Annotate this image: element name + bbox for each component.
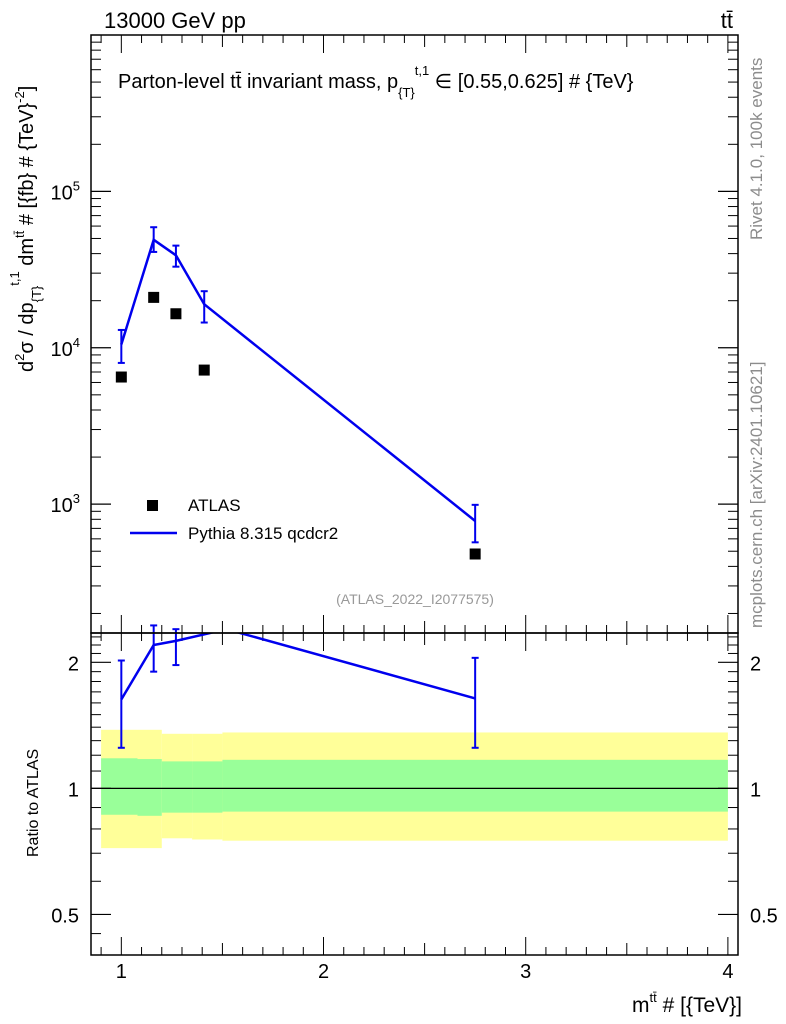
x-tick-label: 3	[520, 961, 531, 983]
atlas-data-point	[198, 364, 210, 376]
ratio-frame	[90, 632, 739, 956]
ratio-inner-band	[222, 759, 728, 812]
plot-title: Parton-level tt̄ invariant mass, p{T}t,1…	[118, 63, 634, 100]
x-tick-label: 1	[116, 961, 127, 983]
analysis-watermark: (ATLAS_2022_I2077575)	[336, 591, 494, 607]
main-y-tick-label: 105	[51, 178, 80, 204]
ratio-y-axis-label: Ratio to ATLAS	[25, 749, 42, 857]
ratio-y-tick-label: 2	[68, 653, 79, 675]
ratio-inner-band	[101, 758, 138, 815]
rivet-label: Rivet 4.1.0, 100k events	[747, 58, 766, 240]
ratio-uncertainty-bands	[101, 729, 728, 849]
ratio-y-tick-label: 0.5	[51, 905, 79, 927]
legend-pythia-label: Pythia 8.315 qcdcr2	[188, 524, 338, 543]
main-y-tick-label: 103	[51, 491, 80, 517]
ratio-y-tick-label: 1	[68, 779, 79, 801]
atlas-data-point	[170, 308, 182, 320]
ratio-y-tick-label-right: 2	[750, 653, 761, 675]
collision-label: 13000 GeV pp	[104, 8, 246, 33]
ratio-inner-band	[137, 759, 162, 816]
x-tick-label: 4	[722, 961, 733, 983]
legend: ATLAS Pythia 8.315 qcdcr2	[130, 496, 338, 543]
main-axis-ticks: 103 104 105	[51, 35, 738, 633]
atlas-data-point	[469, 548, 481, 560]
ratio-y-tick-label-right: 0.5	[750, 905, 778, 927]
ratio-inner-band	[192, 761, 223, 813]
atlas-data-point	[115, 371, 127, 383]
main-y-axis-label: d2σ / dp{T}t,1 dmtt̄ # [{fb} # {TeV}-2]	[7, 86, 44, 372]
main-data-marks	[115, 226, 481, 560]
mc-series-line	[120, 237, 476, 522]
process-label: tt̄	[721, 8, 733, 33]
x-axis-label: mtt̄ # [{TeV}]	[632, 990, 742, 1017]
ratio-data-marks	[91, 624, 738, 789]
main-y-tick-label: 104	[51, 335, 80, 361]
legend-atlas-label: ATLAS	[188, 496, 241, 515]
atlas-data-point	[148, 291, 160, 303]
ratio-inner-band	[161, 761, 193, 813]
ratio-y-tick-label-right: 1	[750, 779, 761, 801]
legend-atlas-marker	[147, 500, 158, 511]
x-tick-label: 2	[318, 961, 329, 983]
mcplots-label: mcplots.cern.ch [arXiv:2401.10621]	[747, 362, 766, 628]
main-frame	[90, 34, 739, 634]
